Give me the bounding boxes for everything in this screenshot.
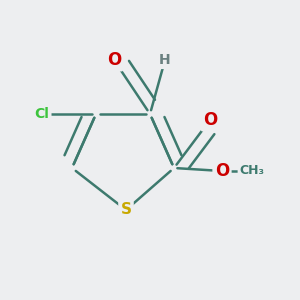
Text: S: S [121, 202, 131, 217]
Text: CH₃: CH₃ [239, 164, 265, 178]
Text: O: O [107, 51, 121, 69]
Text: O: O [215, 162, 229, 180]
Text: H: H [159, 53, 171, 67]
Text: Cl: Cl [34, 107, 50, 121]
Text: O: O [203, 111, 217, 129]
